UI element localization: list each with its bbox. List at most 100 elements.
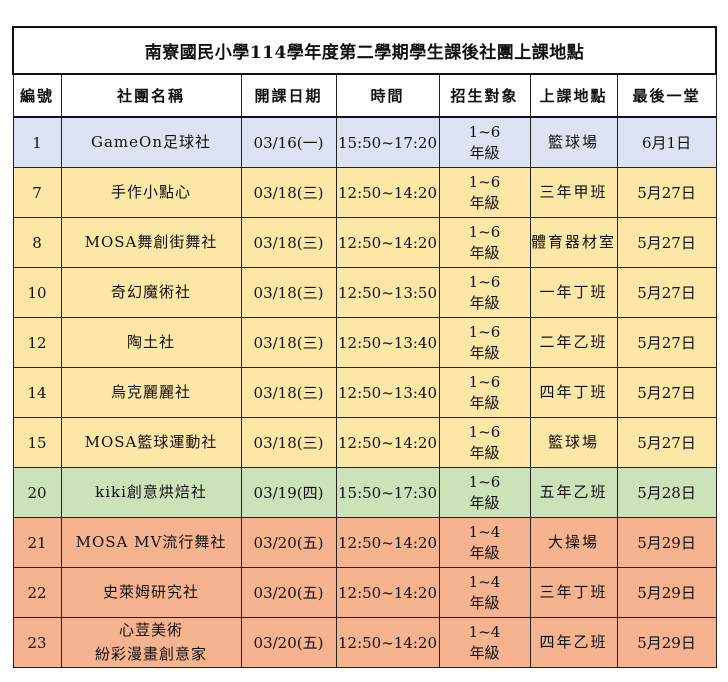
row-number: 22 bbox=[12, 567, 62, 618]
row-target-grade: 1~6 年級 bbox=[438, 267, 531, 318]
grade-range: 1~6 bbox=[468, 323, 501, 342]
club-schedule-table: 南寮國民小學114學年度第二學期學生課後社團上課地點 編號 社團名稱 開課日期 … bbox=[11, 26, 718, 668]
row-start-date: 03/16(一) bbox=[240, 116, 337, 168]
grade-range: 1~4 bbox=[468, 623, 501, 642]
row-start-date: 03/18(三) bbox=[240, 417, 337, 468]
row-number: 23 bbox=[12, 617, 62, 668]
row-last-class: 5月27日 bbox=[616, 217, 717, 268]
grade-range: 1~6 bbox=[468, 123, 501, 142]
row-time: 12:50~14:20 bbox=[335, 217, 440, 268]
row-target-grade: 1~6 年級 bbox=[438, 467, 531, 518]
grade-range: 1~6 bbox=[468, 423, 501, 442]
row-club-name: MOSA籃球運動社 bbox=[60, 417, 242, 468]
row-time: 12:50~14:20 bbox=[335, 517, 440, 568]
grade-range: 1~6 bbox=[468, 373, 501, 392]
grade-range: 1~6 bbox=[468, 273, 501, 292]
table-row: 10 奇幻魔術社 03/18(三) 12:50~13:50 1~6 年級 一年丁班 5月27日 bbox=[12, 267, 717, 318]
row-start-date: 03/18(三) bbox=[240, 217, 337, 268]
header-club-name: 社團名稱 bbox=[60, 73, 242, 118]
row-start-date: 03/18(三) bbox=[240, 267, 337, 318]
header-row: 編號 社團名稱 開課日期 時間 招生對象 上課地點 最後一堂 bbox=[12, 73, 717, 118]
row-location: 三年甲班 bbox=[529, 167, 618, 218]
row-club-name: MOSA MV流行舞社 bbox=[60, 517, 242, 568]
row-club-name: 奇幻魔術社 bbox=[60, 267, 242, 318]
row-target-grade: 1~6 年級 bbox=[438, 367, 531, 418]
row-target-grade: 1~4 年級 bbox=[438, 517, 531, 568]
row-target-grade: 1~6 年級 bbox=[438, 116, 531, 168]
row-target-grade: 1~6 年級 bbox=[438, 167, 531, 218]
row-time: 12:50~13:40 bbox=[335, 317, 440, 368]
row-number: 10 bbox=[12, 267, 62, 318]
row-last-class: 5月27日 bbox=[616, 417, 717, 468]
grade-unit: 年級 bbox=[469, 443, 500, 462]
row-number: 14 bbox=[12, 367, 62, 418]
row-target-grade: 1~6 年級 bbox=[438, 317, 531, 368]
header-last-class: 最後一堂 bbox=[616, 73, 717, 118]
row-start-date: 03/20(五) bbox=[240, 517, 337, 568]
grade-unit: 年級 bbox=[469, 493, 500, 512]
grade-range: 1~4 bbox=[468, 573, 501, 592]
row-start-date: 03/19(四) bbox=[240, 467, 337, 518]
row-location: 一年丁班 bbox=[529, 267, 618, 318]
table-row: 12 陶土社 03/18(三) 12:50~13:40 1~6 年級 二年乙班 5月27日 bbox=[12, 317, 717, 368]
row-target-grade: 1~6 年級 bbox=[438, 417, 531, 468]
row-last-class: 5月27日 bbox=[616, 317, 717, 368]
row-last-class: 5月29日 bbox=[616, 517, 717, 568]
row-club-name: 烏克麗麗社 bbox=[60, 367, 242, 418]
row-location: 四年丁班 bbox=[529, 367, 618, 418]
grade-range: 1~4 bbox=[468, 523, 501, 542]
row-club-name: GameOn足球社 bbox=[60, 116, 242, 168]
row-last-class: 5月29日 bbox=[616, 567, 717, 618]
row-location: 二年乙班 bbox=[529, 317, 618, 368]
grade-unit: 年級 bbox=[469, 143, 500, 162]
row-last-class: 6月1日 bbox=[616, 116, 717, 168]
grade-unit: 年級 bbox=[469, 593, 500, 612]
row-start-date: 03/18(三) bbox=[240, 317, 337, 368]
row-time: 15:50~17:20 bbox=[335, 116, 440, 168]
table-row: 8 MOSA舞創街舞社 03/18(三) 12:50~14:20 1~6 年級 體育器材室 5… bbox=[12, 217, 717, 268]
row-club-name: 手作小點心 bbox=[60, 167, 242, 218]
header-location: 上課地點 bbox=[529, 73, 618, 118]
row-club-name: MOSA舞創街舞社 bbox=[60, 217, 242, 268]
row-number: 20 bbox=[12, 467, 62, 518]
grade-unit: 年級 bbox=[469, 393, 500, 412]
header-number: 編號 bbox=[12, 73, 62, 118]
table-row: 1 GameOn足球社 03/16(一) 15:50~17:20 1~6 年級 籃球場 6月1… bbox=[12, 116, 717, 168]
table-row: 20 kiki創意烘焙社 03/19(四) 15:50~17:30 1~6 年級 五年乙班 5… bbox=[12, 467, 717, 518]
row-number: 7 bbox=[12, 167, 62, 218]
row-club-name: 史萊姆研究社 bbox=[60, 567, 242, 618]
row-time: 12:50~13:40 bbox=[335, 367, 440, 418]
row-location: 三年丁班 bbox=[529, 567, 618, 618]
row-number: 8 bbox=[12, 217, 62, 268]
row-number: 21 bbox=[12, 517, 62, 568]
row-start-date: 03/20(五) bbox=[240, 617, 337, 668]
grade-unit: 年級 bbox=[469, 543, 500, 562]
row-target-grade: 1~4 年級 bbox=[438, 617, 531, 668]
row-start-date: 03/20(五) bbox=[240, 567, 337, 618]
table-title: 南寮國民小學114學年度第二學期學生課後社團上課地點 bbox=[11, 26, 718, 75]
row-club-name: 心荳美術 紛彩漫畫創意家 bbox=[60, 617, 242, 668]
title-row: 南寮國民小學114學年度第二學期學生課後社團上課地點 bbox=[11, 26, 718, 75]
row-location: 四年乙班 bbox=[529, 617, 618, 668]
row-last-class: 5月27日 bbox=[616, 267, 717, 318]
row-club-name: 陶土社 bbox=[60, 317, 242, 368]
header-start-date: 開課日期 bbox=[240, 73, 337, 118]
row-target-grade: 1~6 年級 bbox=[438, 217, 531, 268]
grade-unit: 年級 bbox=[469, 243, 500, 262]
row-location: 大操場 bbox=[529, 517, 618, 568]
grade-unit: 年級 bbox=[469, 193, 500, 212]
row-last-class: 5月27日 bbox=[616, 367, 717, 418]
row-club-name: kiki創意烘焙社 bbox=[60, 467, 242, 518]
grade-range: 1~6 bbox=[468, 173, 501, 192]
row-start-date: 03/18(三) bbox=[240, 367, 337, 418]
row-location: 籃球場 bbox=[529, 417, 618, 468]
row-location: 體育器材室 bbox=[529, 217, 618, 268]
table-row: 14 烏克麗麗社 03/18(三) 12:50~13:40 1~6 年級 四年丁班 5月27日 bbox=[12, 367, 717, 418]
grade-unit: 年級 bbox=[469, 643, 500, 662]
row-last-class: 5月27日 bbox=[616, 167, 717, 218]
row-number: 1 bbox=[12, 116, 62, 168]
grade-range: 1~6 bbox=[468, 473, 501, 492]
row-time: 12:50~14:20 bbox=[335, 567, 440, 618]
row-number: 15 bbox=[12, 417, 62, 468]
row-time: 12:50~14:20 bbox=[335, 417, 440, 468]
